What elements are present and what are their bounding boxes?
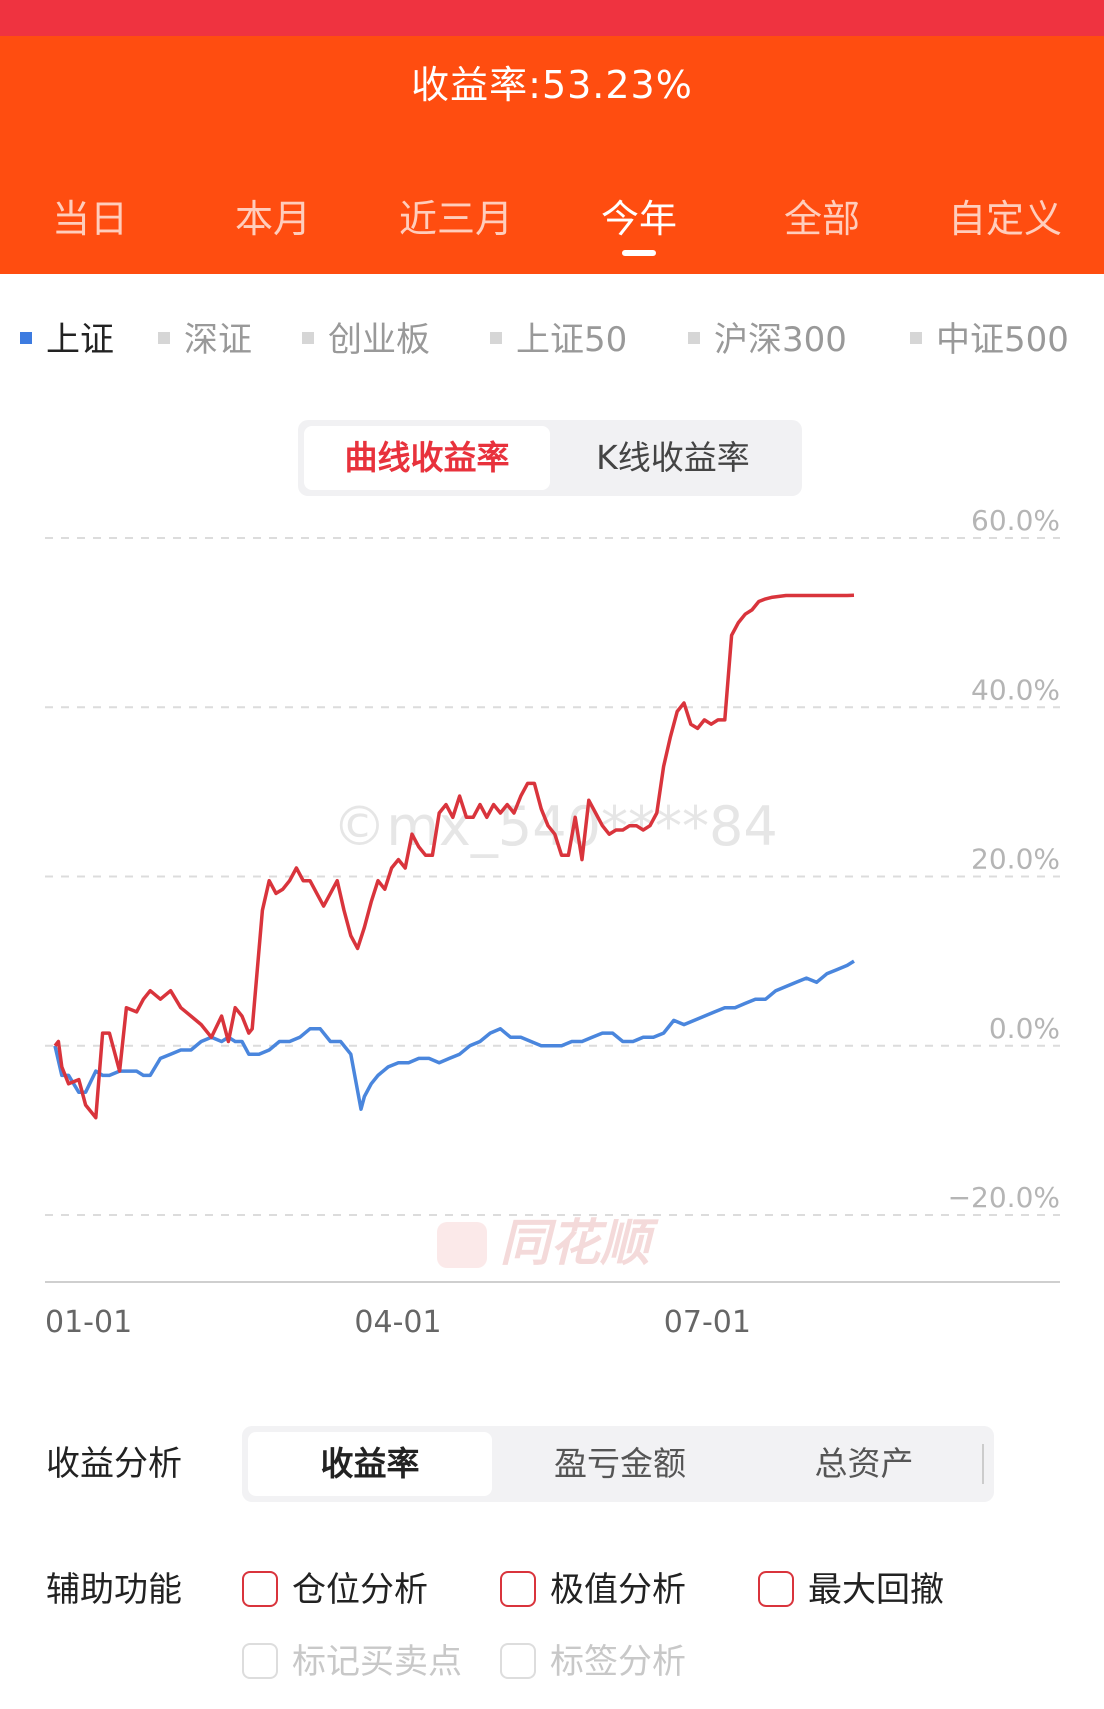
series-square-icon	[302, 331, 314, 344]
tab-all[interactable]: 全部	[783, 197, 860, 241]
x-tick-label: 07-01	[664, 1305, 751, 1340]
aux-label: 辅助功能	[46, 1570, 182, 1610]
series-square-icon	[20, 331, 32, 344]
series-square-icon	[158, 331, 170, 344]
period-tabs: 当日 本月 近三月 今年 全部 自定义	[0, 188, 1104, 248]
analysis-profit-loss-button[interactable]: 盈亏金额	[554, 1444, 686, 1483]
tab-last-three-months[interactable]: 近三月	[398, 197, 513, 241]
brand-logo-icon	[437, 1222, 487, 1268]
segment-divider	[982, 1444, 984, 1484]
chart-mode-toggle: 曲线收益率 K线收益率	[298, 420, 802, 496]
index-sse50[interactable]: 上证50	[490, 312, 627, 361]
y-tick-label: 20.0%	[971, 843, 1060, 876]
analysis-label: 收益分析	[46, 1444, 182, 1484]
checkbox-label: 极值分析	[550, 1570, 686, 1610]
tab-this-month[interactable]: 本月	[234, 197, 311, 241]
index-csi300[interactable]: 沪深300	[688, 312, 847, 361]
y-tick-label: 40.0%	[971, 673, 1060, 706]
checkbox-label: 仓位分析	[292, 1570, 428, 1610]
index-chinext[interactable]: 创业板	[302, 312, 430, 361]
analysis-toggle: 收益率 盈亏金额 总资产	[242, 1426, 994, 1502]
header: 收益率:53.23% 当日 本月 近三月 今年 全部 自定义	[0, 36, 1104, 274]
index-shenzhen[interactable]: 深证	[158, 312, 252, 361]
portfolio-series-line	[53, 593, 855, 1120]
index-shanghai[interactable]: 上证	[20, 312, 114, 361]
return-rate-title: 收益率:53.23%	[411, 63, 693, 107]
index-selector: 上证 深证 创业板 上证50 沪深300 中证500	[0, 312, 1104, 362]
analysis-total-assets-button[interactable]: 总资产	[814, 1444, 914, 1483]
series-square-icon	[688, 331, 700, 344]
extreme-value-checkbox[interactable]: 极值分析	[500, 1562, 686, 1611]
kline-return-button[interactable]: K线收益率	[596, 438, 750, 477]
tag-analysis-checkbox[interactable]: 标签分析	[500, 1634, 686, 1683]
curve-return-button[interactable]: 曲线收益率	[304, 426, 550, 490]
x-axis-labels: 01-01 04-01 07-01	[45, 1305, 751, 1340]
y-tick-label: 0.0%	[989, 1012, 1060, 1045]
analysis-return-rate-button[interactable]: 收益率	[248, 1432, 492, 1496]
y-tick-label: −20.0%	[948, 1181, 1060, 1214]
index-label: 沪深300	[714, 320, 847, 360]
x-tick-label: 01-01	[45, 1305, 132, 1340]
y-tick-label: 60.0%	[971, 504, 1060, 537]
return-chart: ©mx_540****84 同花顺 60.0% 40.0% 20.0% 0.0% −20…	[45, 504, 1060, 1340]
x-tick-label: 04-01	[354, 1305, 441, 1340]
active-tab-indicator	[622, 250, 656, 256]
checkbox-icon	[500, 1570, 536, 1607]
max-drawdown-checkbox[interactable]: 最大回撤	[758, 1562, 944, 1611]
index-label: 上证	[46, 320, 114, 360]
chart-series	[53, 593, 855, 1120]
checkbox-icon	[242, 1642, 278, 1679]
y-axis-labels: 60.0% 40.0% 20.0% 0.0% −20.0%	[948, 504, 1060, 1214]
checkbox-label: 最大回撤	[808, 1570, 944, 1610]
checkbox-label: 标记买卖点	[292, 1642, 462, 1682]
tab-custom[interactable]: 自定义	[947, 197, 1062, 241]
tab-today[interactable]: 当日	[51, 197, 128, 241]
user-watermark: ©mx_540****84	[332, 795, 777, 858]
index-label: 中证500	[936, 320, 1069, 360]
series-square-icon	[490, 331, 502, 344]
brand-watermark: 同花顺	[500, 1214, 659, 1272]
index-series-line	[53, 959, 855, 1111]
status-strip	[0, 0, 1104, 36]
index-label: 创业板	[328, 320, 430, 360]
series-square-icon	[910, 331, 922, 344]
buy-sell-marks-checkbox[interactable]: 标记买卖点	[242, 1634, 462, 1683]
index-csi500[interactable]: 中证500	[910, 312, 1069, 361]
position-analysis-checkbox[interactable]: 仓位分析	[242, 1562, 428, 1611]
chart-watermarks: ©mx_540****84 同花顺	[332, 795, 777, 1272]
tab-this-year[interactable]: 今年	[600, 197, 677, 241]
index-label: 上证50	[516, 320, 628, 360]
chart-gridlines	[45, 537, 1060, 1283]
checkbox-icon	[500, 1642, 536, 1679]
checkbox-icon	[758, 1570, 794, 1607]
checkbox-label: 标签分析	[550, 1642, 686, 1682]
index-label: 深证	[184, 320, 252, 360]
checkbox-icon	[242, 1570, 278, 1607]
